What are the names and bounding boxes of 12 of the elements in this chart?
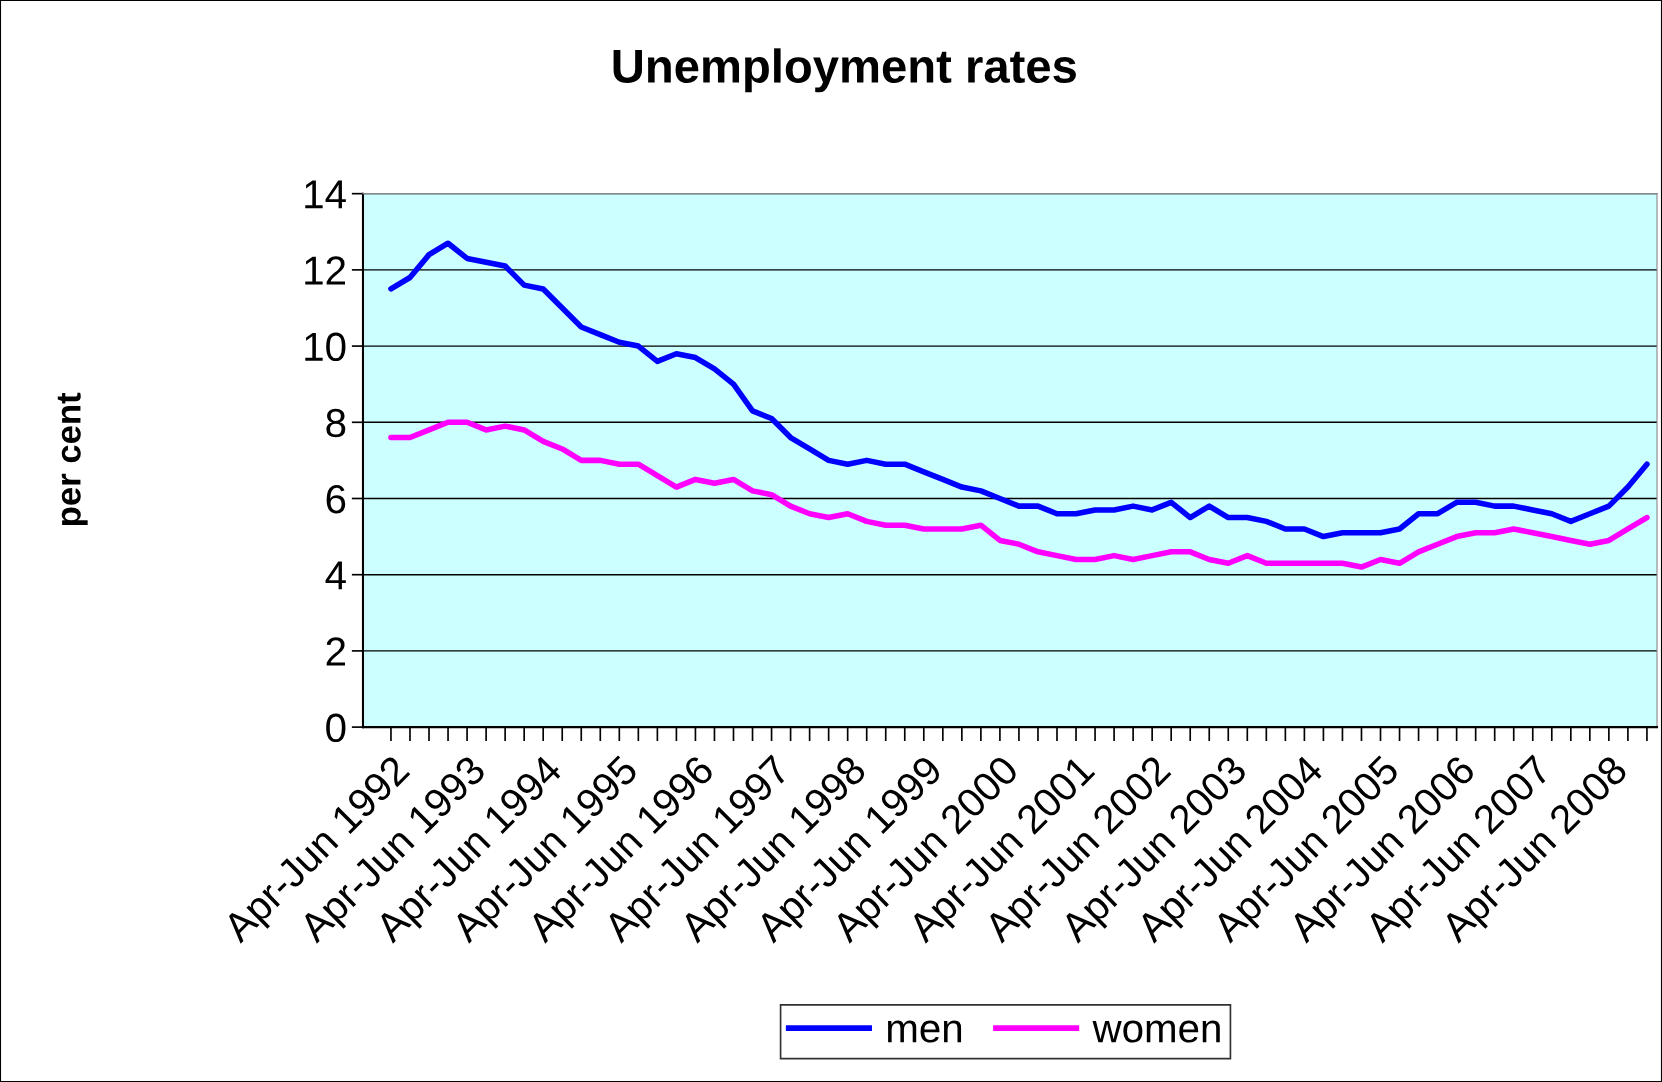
y-tick-label: 0 [326, 713, 346, 743]
y-tick-label: 8 [326, 408, 346, 438]
y-tick-label: 2 [326, 637, 345, 666]
y-tick-label: 10 [305, 332, 346, 362]
y-axis-title: per cent [57, 392, 88, 526]
y-tick-label: 12 [305, 256, 345, 285]
y-tick-label: 4 [325, 561, 346, 590]
y-tick-label: 6 [326, 484, 346, 514]
y-tick-label: 14 [305, 180, 346, 209]
legend-label: men [887, 1020, 962, 1043]
legend-label: women [1092, 1020, 1220, 1043]
chart-title: Unemployment rates [613, 48, 1076, 93]
